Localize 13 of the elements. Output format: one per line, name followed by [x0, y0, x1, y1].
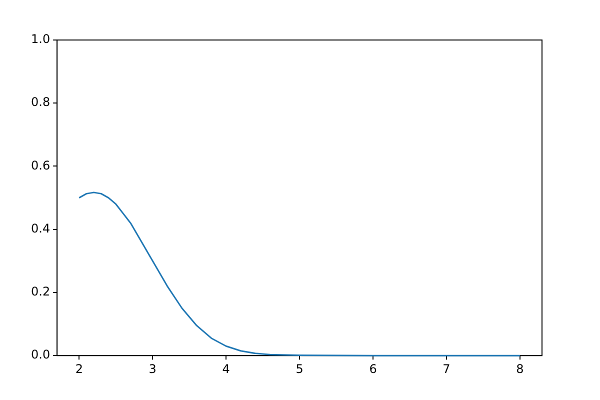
y-tick-label: 0.4	[30, 221, 50, 236]
y-tick-label: 0.6	[30, 158, 50, 172]
y-tick-label: 0.0	[30, 348, 50, 362]
x-tick-label: 6	[369, 362, 377, 376]
x-tick-label: 5	[296, 362, 304, 376]
x-tick-label: 2	[75, 362, 83, 376]
x-tick-label: 8	[516, 362, 524, 376]
x-tick-label: 3	[148, 362, 156, 376]
x-tick-label: 4	[222, 362, 230, 376]
y-tick-label: 0.2	[30, 284, 50, 299]
y-tick-label: 1.0	[30, 32, 50, 46]
x-tick-label: 7	[442, 362, 450, 376]
y-tick-label: 0.8	[30, 95, 50, 110]
